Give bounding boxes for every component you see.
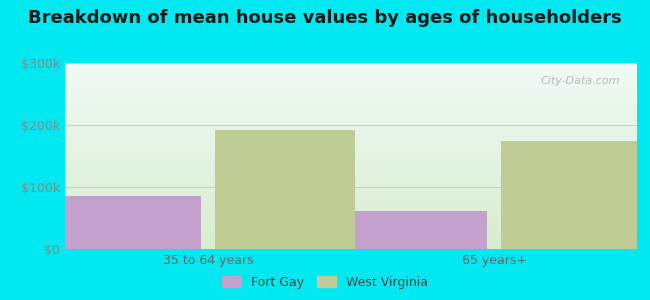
Bar — [215, 130, 356, 249]
Text: City-Data.com: City-Data.com — [540, 76, 620, 86]
Bar — [501, 140, 642, 249]
Bar — [346, 211, 487, 249]
Legend: Fort Gay, West Virginia: Fort Gay, West Virginia — [218, 271, 432, 294]
Bar — [60, 196, 201, 249]
Text: Breakdown of mean house values by ages of householders: Breakdown of mean house values by ages o… — [28, 9, 622, 27]
